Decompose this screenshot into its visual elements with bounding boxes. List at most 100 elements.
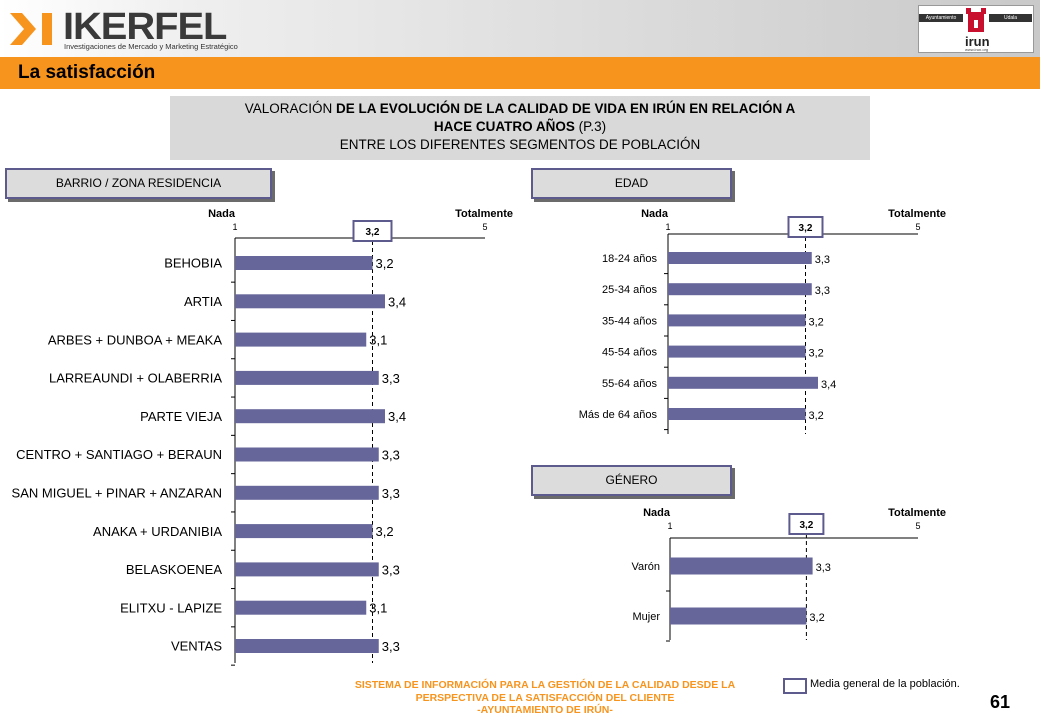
- section-bar: [0, 57, 1040, 89]
- tick-label: 1: [232, 222, 237, 232]
- legend-label: Media general de la población.: [810, 678, 960, 690]
- header-bar: [0, 0, 1040, 57]
- category-label: SAN MIGUEL + PINAR + ANZARAN: [12, 485, 222, 500]
- value-label: 3,4: [821, 379, 836, 391]
- category-label: LARREAUNDI + OLABERRIA: [49, 371, 222, 386]
- tick-label: 1: [667, 521, 672, 531]
- bar: [235, 294, 385, 309]
- bar: [235, 600, 367, 615]
- category-label: 55-64 años: [602, 378, 658, 390]
- bar: [235, 447, 379, 462]
- bar: [670, 607, 807, 625]
- main-title-line2: HACE CUATRO AÑOS (P.3): [170, 118, 870, 136]
- value-label: 3,2: [809, 410, 824, 422]
- value-label: 3,3: [815, 254, 830, 266]
- value-label: 3,2: [809, 612, 824, 624]
- value-label: 3,3: [382, 371, 400, 386]
- category-label: VENTAS: [171, 639, 222, 654]
- category-label: ARTIA: [184, 294, 222, 309]
- value-label: 3,2: [376, 524, 394, 539]
- segment-box-edad: EDAD: [531, 168, 732, 199]
- category-label: Más de 64 años: [579, 409, 658, 421]
- scale-left-label: Nada: [643, 507, 671, 519]
- bar: [235, 524, 373, 539]
- main-title-line3: ENTRE LOS DIFERENTES SEGMENTOS DE POBLAC…: [339, 137, 701, 152]
- category-label: Mujer: [632, 611, 660, 623]
- irun-logo-word: irun: [965, 34, 990, 49]
- mean-box: [352, 220, 393, 242]
- bar: [668, 408, 806, 420]
- category-label: 18-24 años: [602, 253, 658, 265]
- mean-label: 3,2: [799, 223, 813, 234]
- mean-label: 3,2: [366, 227, 380, 238]
- footer-text: SISTEMA DE INFORMACIÓN PARA LA GESTIÓN D…: [310, 679, 780, 717]
- main-title-line2-normal: (P.3): [574, 119, 607, 134]
- mean-label: 3,2: [799, 520, 813, 531]
- value-label: 3,4: [388, 409, 406, 424]
- section-title: La satisfacción: [18, 62, 156, 83]
- bar: [235, 370, 379, 385]
- value-label: 3,3: [816, 562, 831, 574]
- category-label: PARTE VIEJA: [140, 409, 222, 424]
- value-label: 3,3: [382, 448, 400, 463]
- bar: [235, 332, 367, 347]
- category-label: BELASKOENEA: [126, 562, 222, 577]
- main-title: VALORACIÓN DE LA EVOLUCIÓN DE LA CALIDAD…: [170, 96, 870, 160]
- category-label: BEHOBIA: [164, 256, 222, 271]
- value-label: 3,3: [815, 285, 830, 297]
- value-label: 3,2: [809, 348, 824, 360]
- scale-right-label: Totalmente: [888, 208, 946, 220]
- category-label: 25-34 años: [602, 284, 658, 296]
- bar: [235, 485, 379, 500]
- bar: [235, 562, 379, 577]
- tick-label: 5: [915, 521, 920, 531]
- footer-line3: -AYUNTAMIENTO DE IRÚN-: [477, 704, 613, 716]
- legend-swatch: [783, 678, 807, 694]
- bar: [235, 639, 379, 653]
- tick-label: 1: [665, 222, 670, 232]
- footer-line2: PERSPECTIVA DE LA SATISFACCIÓN DEL CLIEN…: [415, 691, 675, 704]
- page-number: 61: [990, 692, 1011, 712]
- bar: [668, 376, 818, 389]
- main-title-line1-bold: DE LA EVOLUCIÓN DE LA CALIDAD DE VIDA EN…: [336, 101, 796, 116]
- category-label: 45-54 años: [602, 347, 658, 359]
- irun-crest-icon: [966, 8, 986, 32]
- segment-box-barrio: BARRIO / ZONA RESIDENCIA: [5, 168, 272, 199]
- value-label: 3,2: [376, 256, 394, 271]
- bar: [668, 283, 812, 296]
- ikerfel-logo-icon: [10, 13, 52, 45]
- irun-logo-right-label: Udala: [989, 14, 1032, 22]
- category-label: 35-44 años: [602, 315, 658, 327]
- main-title-line2-bold: HACE CUATRO AÑOS: [433, 119, 575, 134]
- value-label: 3,3: [382, 486, 400, 501]
- irun-logo-url: www.irun.org: [965, 47, 989, 52]
- mean-box: [787, 216, 824, 238]
- category-label: CENTRO + SANTIAGO + BERAUN: [16, 447, 222, 462]
- logo-text: IKERFEL: [63, 6, 227, 48]
- irun-logo: Ayuntamiento Udala irun www.irun.org: [918, 5, 1034, 53]
- value-label: 3,3: [382, 639, 400, 654]
- bar: [235, 256, 373, 270]
- bar: [668, 345, 806, 358]
- bar: [235, 409, 385, 424]
- tick-label: 5: [482, 222, 487, 232]
- category-label: ARBES + DUNBOA + MEAKA: [48, 332, 222, 347]
- scale-right-label: Totalmente: [455, 208, 513, 220]
- mean-box: [788, 513, 825, 535]
- footer-line1: SISTEMA DE INFORMACIÓN PARA LA GESTIÓN D…: [354, 679, 736, 691]
- bar: [668, 252, 812, 264]
- scale-right-label: Totalmente: [888, 507, 946, 519]
- main-title-line1-normal: VALORACIÓN: [244, 101, 336, 116]
- irun-logo-left-label: Ayuntamiento: [919, 14, 963, 22]
- main-title-line1: VALORACIÓN DE LA EVOLUCIÓN DE LA CALIDAD…: [170, 100, 870, 118]
- bar: [670, 557, 813, 575]
- value-label: 3,4: [388, 294, 406, 309]
- scale-left-label: Nada: [641, 208, 669, 220]
- value-label: 3,2: [809, 316, 824, 328]
- value-label: 3,3: [382, 562, 400, 577]
- bar: [668, 314, 806, 327]
- segment-box-genero: GÉNERO: [531, 465, 732, 496]
- category-label: ELITXU - LAPIZE: [120, 600, 222, 615]
- value-label: 3,1: [369, 601, 387, 616]
